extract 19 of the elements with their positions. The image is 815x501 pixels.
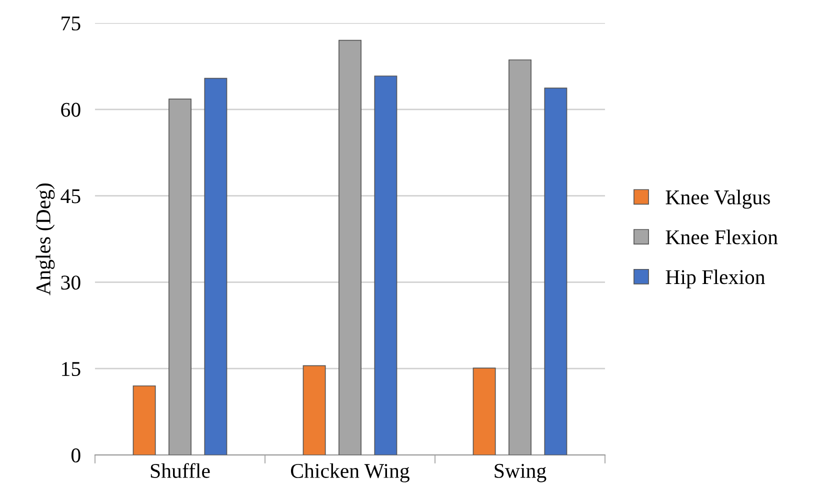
y-tick-label: 15: [62, 362, 80, 376]
x-tick-label: Shuffle: [150, 463, 210, 478]
bar: [204, 78, 228, 455]
y-tick-label: 60: [61, 102, 80, 117]
bar: [302, 365, 326, 455]
y-tick-label: 75: [62, 16, 80, 30]
y-tick-label: 0: [71, 448, 80, 462]
x-tick-label: Swing: [494, 464, 546, 482]
y-tick-label: 45: [60, 189, 80, 204]
bar: [472, 368, 496, 455]
legend-label: Knee Flexion: [666, 230, 778, 244]
bar: [544, 88, 568, 455]
y-axis-title: Angles (Deg): [36, 184, 55, 296]
x-tick-label: Chicken Wing: [290, 463, 410, 482]
y-tick-label: 30: [61, 276, 80, 290]
bar: [132, 385, 156, 455]
legend-label: Knee Valgus: [666, 190, 770, 209]
bar: [374, 76, 398, 455]
legend-label: Hip Flexion: [666, 270, 765, 288]
